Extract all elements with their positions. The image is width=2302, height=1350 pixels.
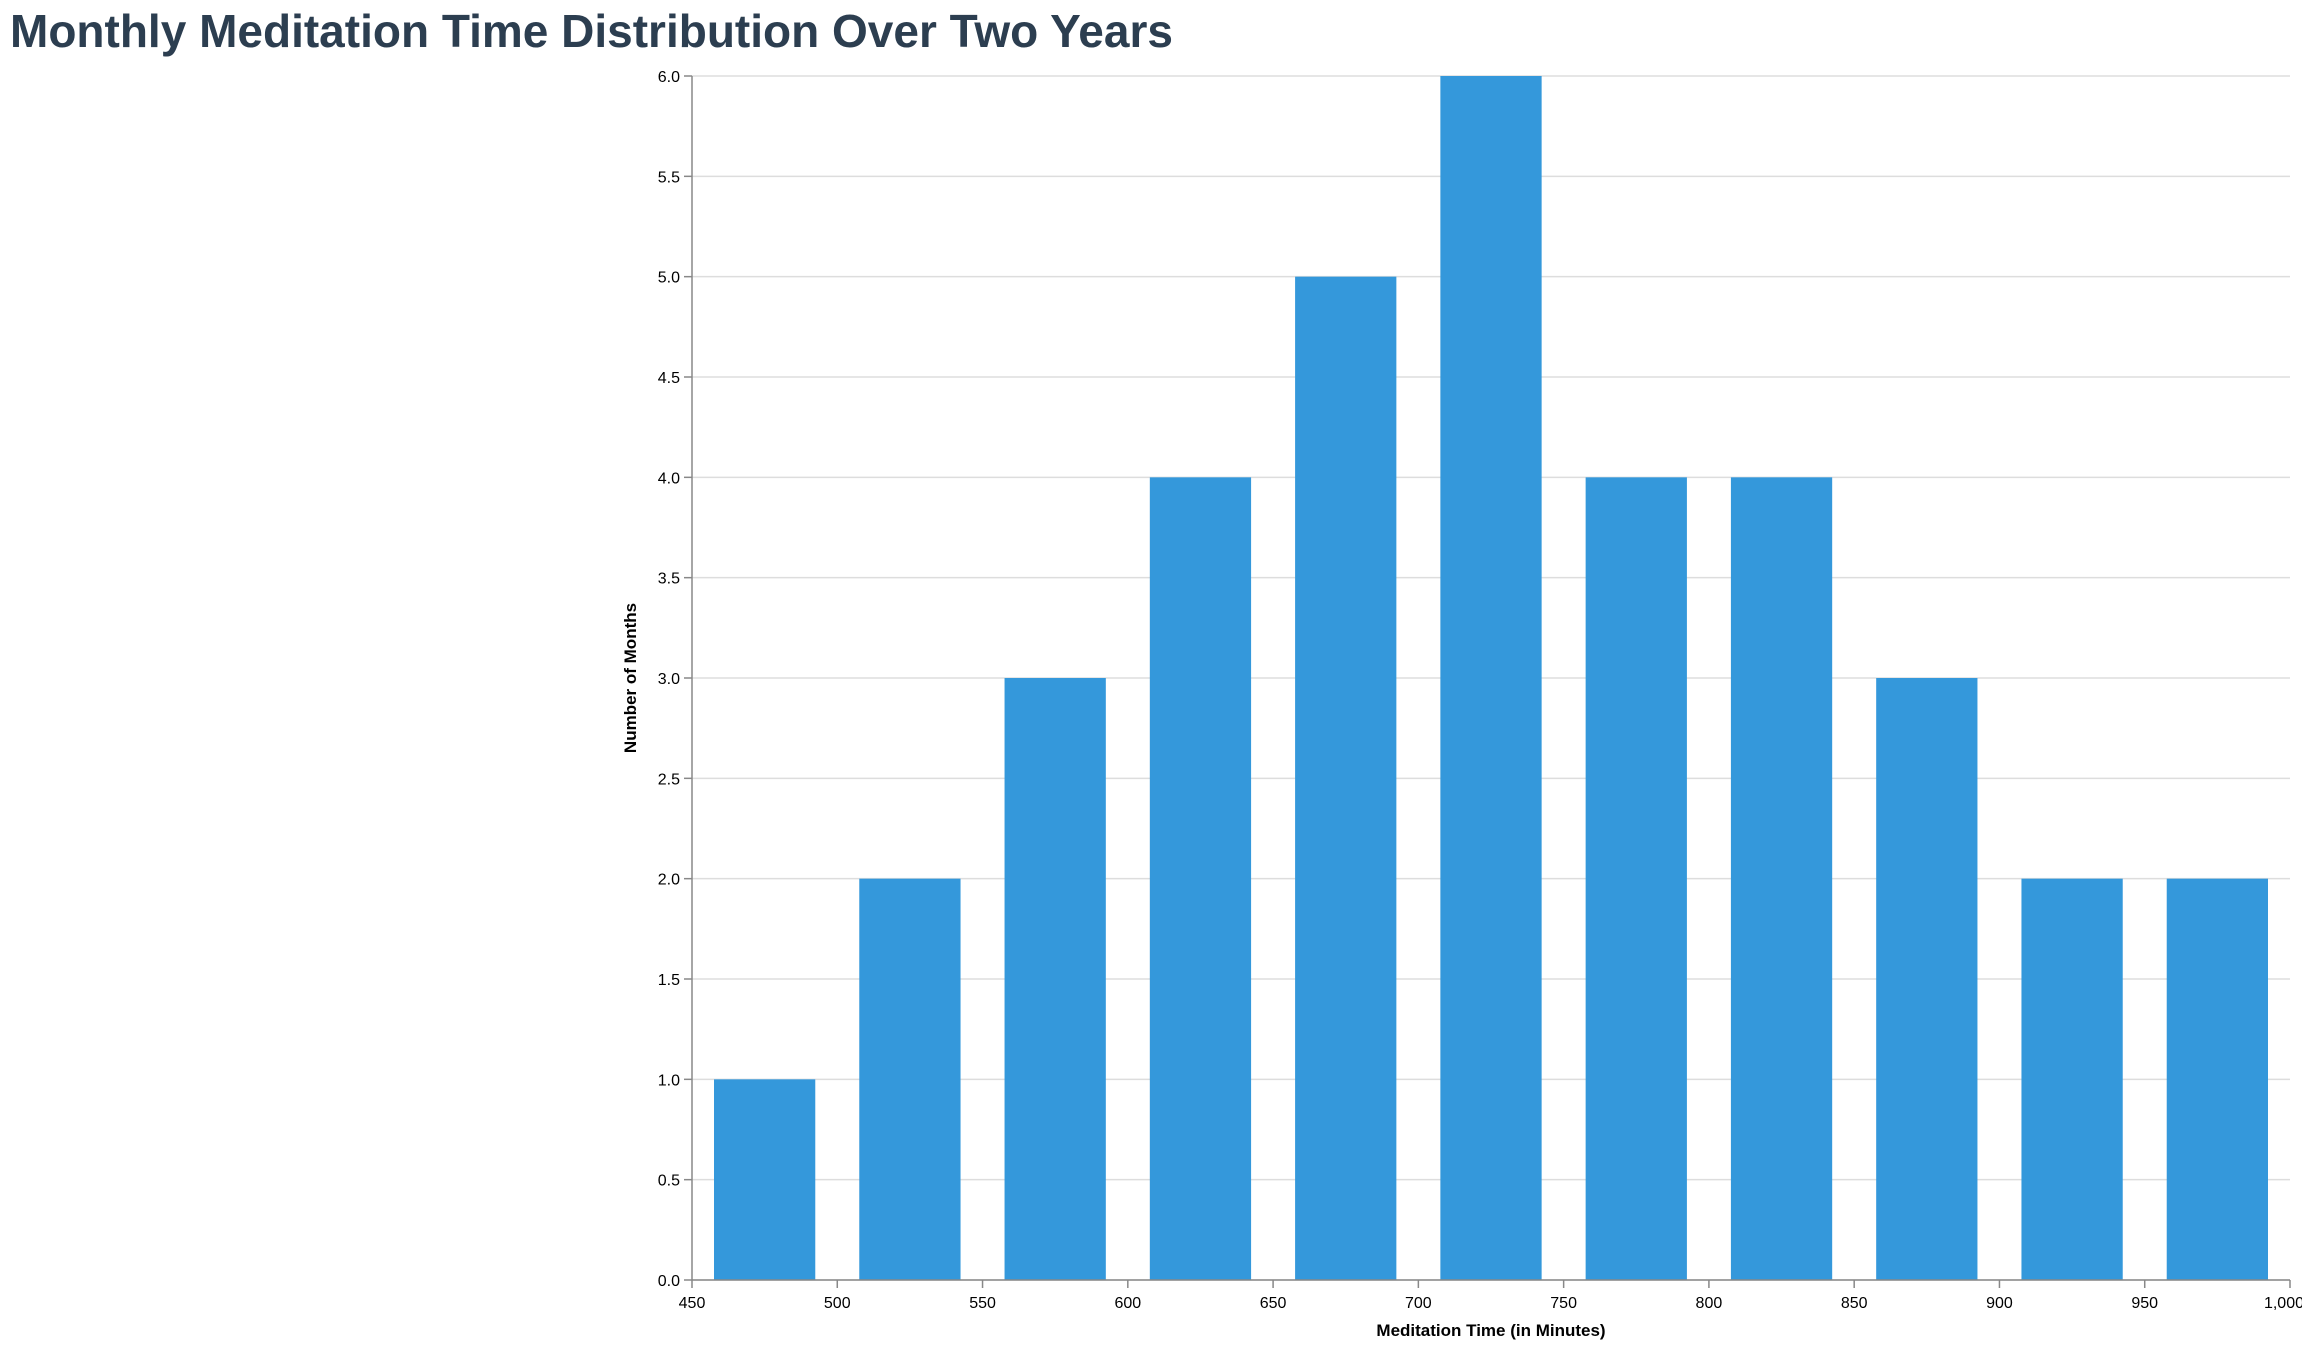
histogram-bar: [1876, 678, 1978, 1280]
x-tick-label: 500: [824, 1295, 851, 1312]
x-axis-title: Meditation Time (in Minutes): [1376, 1321, 1605, 1340]
y-tick-label: 3.5: [658, 571, 680, 588]
chart-title: Monthly Meditation Time Distribution Ove…: [10, 5, 1173, 57]
x-tick-label: 950: [2131, 1295, 2158, 1312]
y-tick-label: 6.0: [658, 69, 680, 86]
y-tick-label: 1.0: [658, 1072, 680, 1089]
x-tick-label: 750: [1550, 1295, 1577, 1312]
histogram-bar: [1295, 276, 1397, 1281]
histogram-bar: [1730, 477, 1833, 1280]
y-tick-label: 0.5: [658, 1173, 680, 1190]
bars: [714, 76, 2268, 1281]
y-axis-title: Number of Months: [621, 603, 640, 753]
histogram-bar: [1585, 477, 1687, 1280]
y-tick-label: 5.5: [658, 169, 680, 186]
y-tick-label: 2.5: [658, 771, 680, 788]
x-tick-label: 550: [969, 1295, 996, 1312]
y-tick-label: 4.5: [658, 370, 680, 387]
histogram-bar: [1004, 678, 1106, 1280]
histogram-bar: [714, 1079, 816, 1280]
y-tick-label: 4.0: [658, 470, 680, 487]
x-tick-label: 450: [679, 1295, 706, 1312]
histogram-bar: [1440, 76, 1542, 1280]
x-tick-label: 700: [1405, 1295, 1432, 1312]
histogram-bar: [2021, 878, 2123, 1280]
y-tick-label: 2.0: [658, 872, 680, 889]
histogram-bar: [1149, 477, 1252, 1280]
x-tick-label: 600: [1114, 1295, 1141, 1312]
axes: 0.0 0.5 1.0 1.5 2.0 2.5 3.0 3.5 4.0 4.5 5.0 5.5 6.0 4…: [658, 69, 2302, 1312]
x-tick-label: 1,000: [2264, 1295, 2302, 1312]
x-tick-label: 650: [1260, 1295, 1287, 1312]
y-tick-label: 3.0: [658, 671, 680, 688]
y-tick-label: 0.0: [658, 1273, 680, 1290]
histogram-bar: [2166, 878, 2268, 1280]
histogram-bar: [859, 878, 961, 1280]
y-tick-label: 5.0: [658, 270, 680, 287]
y-tick-label: 1.5: [658, 972, 680, 989]
x-tick-label: 800: [1696, 1295, 1723, 1312]
x-tick-label: 850: [1841, 1295, 1868, 1312]
x-tick-label: 900: [1986, 1295, 2013, 1312]
